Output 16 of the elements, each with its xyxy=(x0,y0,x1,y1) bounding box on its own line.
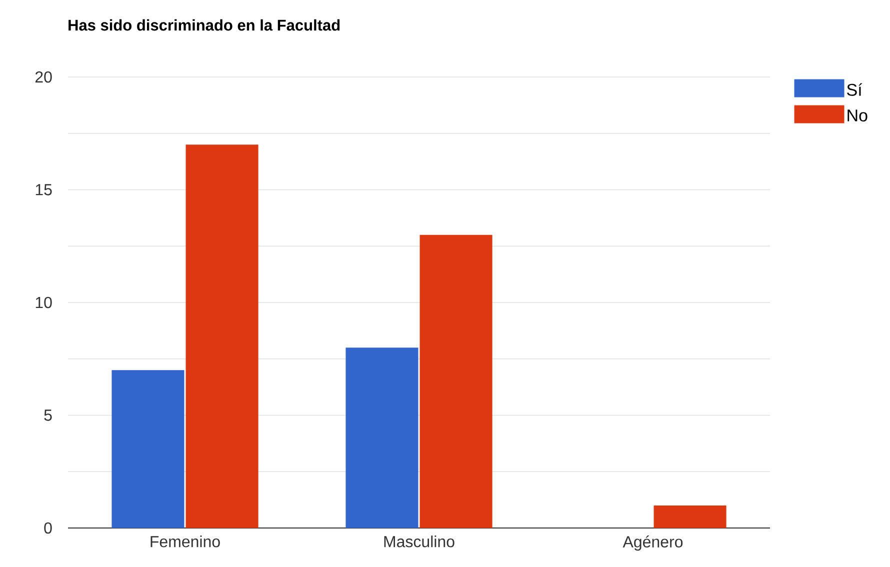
x-tick-label: Agénero xyxy=(622,536,683,551)
bar xyxy=(346,348,418,528)
chart-title: Has sido discriminado en la Facultad xyxy=(68,19,340,31)
y-tick-label: 15 xyxy=(36,184,52,196)
y-tick-label: 0 xyxy=(44,522,52,534)
legend-label: Sí xyxy=(847,83,862,96)
bar xyxy=(186,144,258,528)
bar xyxy=(112,370,184,528)
bar xyxy=(420,234,492,528)
y-tick-label: 5 xyxy=(44,410,52,421)
y-tick-label: 10 xyxy=(36,296,52,308)
legend-label: No xyxy=(848,110,868,122)
x-tick-label: Masculino xyxy=(384,536,454,548)
y-tick-label: 20 xyxy=(35,71,52,83)
bar xyxy=(654,505,726,528)
x-tick-label: Femenino xyxy=(150,536,220,548)
